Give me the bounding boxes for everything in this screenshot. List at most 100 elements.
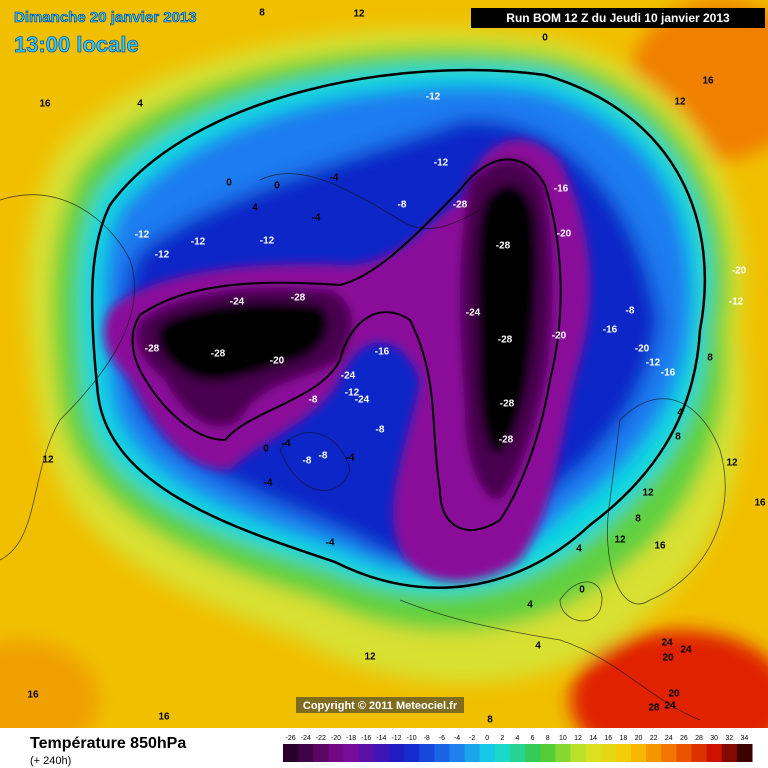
contour-label: -16 — [603, 325, 618, 336]
colorbar-swatch — [434, 744, 450, 762]
contour-label: 16 — [158, 712, 170, 723]
contour-label: 0 — [579, 585, 585, 596]
colorbar-tick-label: -18 — [346, 735, 356, 742]
isotherm — [131, 158, 562, 531]
colorbar-swatch — [298, 744, 314, 762]
contour-label: -20 — [635, 344, 650, 355]
contour-label: -8 — [309, 395, 318, 406]
colorbar-swatch — [676, 744, 692, 762]
contour-label: -4 — [264, 478, 273, 489]
colorbar-swatch — [328, 744, 345, 762]
contour-label: -28 — [500, 399, 515, 410]
colorbar-swatch — [555, 744, 571, 762]
colorbar-tick-label: -12 — [391, 735, 401, 742]
colorbar-swatch — [570, 744, 587, 762]
contour-label: -28 — [496, 241, 511, 252]
colorbar-tick-label: 32 — [725, 735, 733, 742]
colorbar-tick-label: -2 — [469, 735, 475, 742]
contour-label: 12 — [364, 652, 376, 663]
contour-label: 16 — [754, 498, 766, 509]
colorbar-tick-label: 12 — [574, 735, 582, 742]
copyright: Copyright © 2011 Meteociel.fr — [303, 700, 458, 712]
colorbar-tick-label: -4 — [454, 735, 460, 742]
colorbar-tick-label: 0 — [485, 735, 489, 742]
contour-label: -12 — [135, 230, 150, 241]
contour-label: -12 — [434, 158, 449, 169]
copyright-box — [296, 697, 464, 713]
colorbar-tick-label: 26 — [680, 735, 688, 742]
contour-label: 24 — [680, 645, 692, 656]
date: Dimanche 20 janvier 2013 — [14, 9, 197, 26]
contour-label: -12 — [729, 297, 744, 308]
warm-area — [570, 630, 768, 728]
local-time: 13:00 locale — [14, 32, 139, 57]
contour-label: -12 — [191, 237, 206, 248]
colorbar-tick-label: 34 — [741, 735, 749, 742]
contour-label: -4 — [326, 538, 335, 549]
colorbar-swatch — [464, 744, 481, 762]
contour-label: 0 — [226, 178, 232, 189]
contour-label: 16 — [702, 76, 714, 87]
contour-label: -16 — [554, 184, 569, 195]
colorbar-swatch — [615, 744, 632, 762]
contour-label: -8 — [319, 451, 328, 462]
contour-label: 8 — [675, 432, 681, 443]
run-info: Run BOM 12 Z du Jeudi 10 janvier 2013 — [506, 11, 730, 25]
colorbar-tick-label: -8 — [424, 735, 430, 742]
contour-label: -28 — [211, 349, 226, 360]
colorbar-swatch — [600, 744, 617, 762]
colorbar-swatch — [283, 744, 299, 762]
contour-label: -28 — [498, 335, 513, 346]
colorbar-tick-label: -22 — [316, 735, 326, 742]
contour-label: -4 — [312, 213, 321, 224]
warm-area — [0, 640, 100, 728]
contour-label: 0 — [263, 444, 269, 455]
contour-label: 24 — [661, 638, 673, 649]
contour-label: 16 — [27, 690, 39, 701]
contour-label: -12 — [260, 236, 275, 247]
coastlines — [0, 173, 726, 721]
colorbar-tick-label: -24 — [301, 735, 311, 742]
contour-label: -4 — [282, 439, 291, 450]
colorbar-swatch — [661, 744, 677, 762]
colorbar-swatch — [373, 744, 390, 762]
contour-label: 12 — [674, 97, 686, 108]
colorbar-tick-label: -20 — [331, 735, 341, 742]
colorbar-tick-label: -10 — [407, 735, 417, 742]
colorbar-swatch — [691, 744, 708, 762]
colorbar-swatch — [721, 744, 738, 762]
colorbar-tick-label: 16 — [604, 735, 612, 742]
contour-label: 28 — [648, 703, 660, 714]
zero-isotherm — [90, 68, 707, 589]
colorbar-swatch — [358, 744, 375, 762]
contour-label: 8 — [259, 8, 265, 19]
contour-label: -12 — [426, 92, 441, 103]
contour-label: 4 — [677, 408, 683, 419]
colorbar-swatch — [494, 744, 511, 762]
contour-labels: 0 -12 -12 4 16 12 -16 -28 -28 -20 -24 -28 -28 -28 -20 -… — [27, 8, 766, 726]
colorbar-tick-label: 22 — [650, 735, 658, 742]
contour-label: -28 — [453, 200, 468, 211]
contour-label: -12 — [155, 250, 170, 261]
contour-label: 4 — [576, 544, 582, 555]
contour-label: -4 — [346, 453, 355, 464]
contour-label: -28 — [291, 293, 306, 304]
contour-label: 8 — [635, 514, 641, 525]
colorbar-tick-label: 14 — [589, 735, 597, 742]
colorbar-swatch — [404, 744, 420, 762]
contours — [90, 68, 707, 589]
colorbar-swatch — [479, 744, 496, 762]
contour-label: -28 — [145, 344, 160, 355]
contour-label: -28 — [499, 435, 514, 446]
contour-label: -8 — [398, 200, 407, 211]
contour-label: -24 — [341, 371, 356, 382]
colorbar-tick-label: 20 — [635, 735, 643, 742]
colorbar-swatch — [630, 744, 647, 762]
contour-label: 4 — [527, 600, 533, 611]
colorbar-tick-label: 28 — [695, 735, 703, 742]
contour-label: -8 — [376, 425, 385, 436]
colorbar-tick-label: -14 — [376, 735, 386, 742]
contour-label: -16 — [661, 368, 676, 379]
